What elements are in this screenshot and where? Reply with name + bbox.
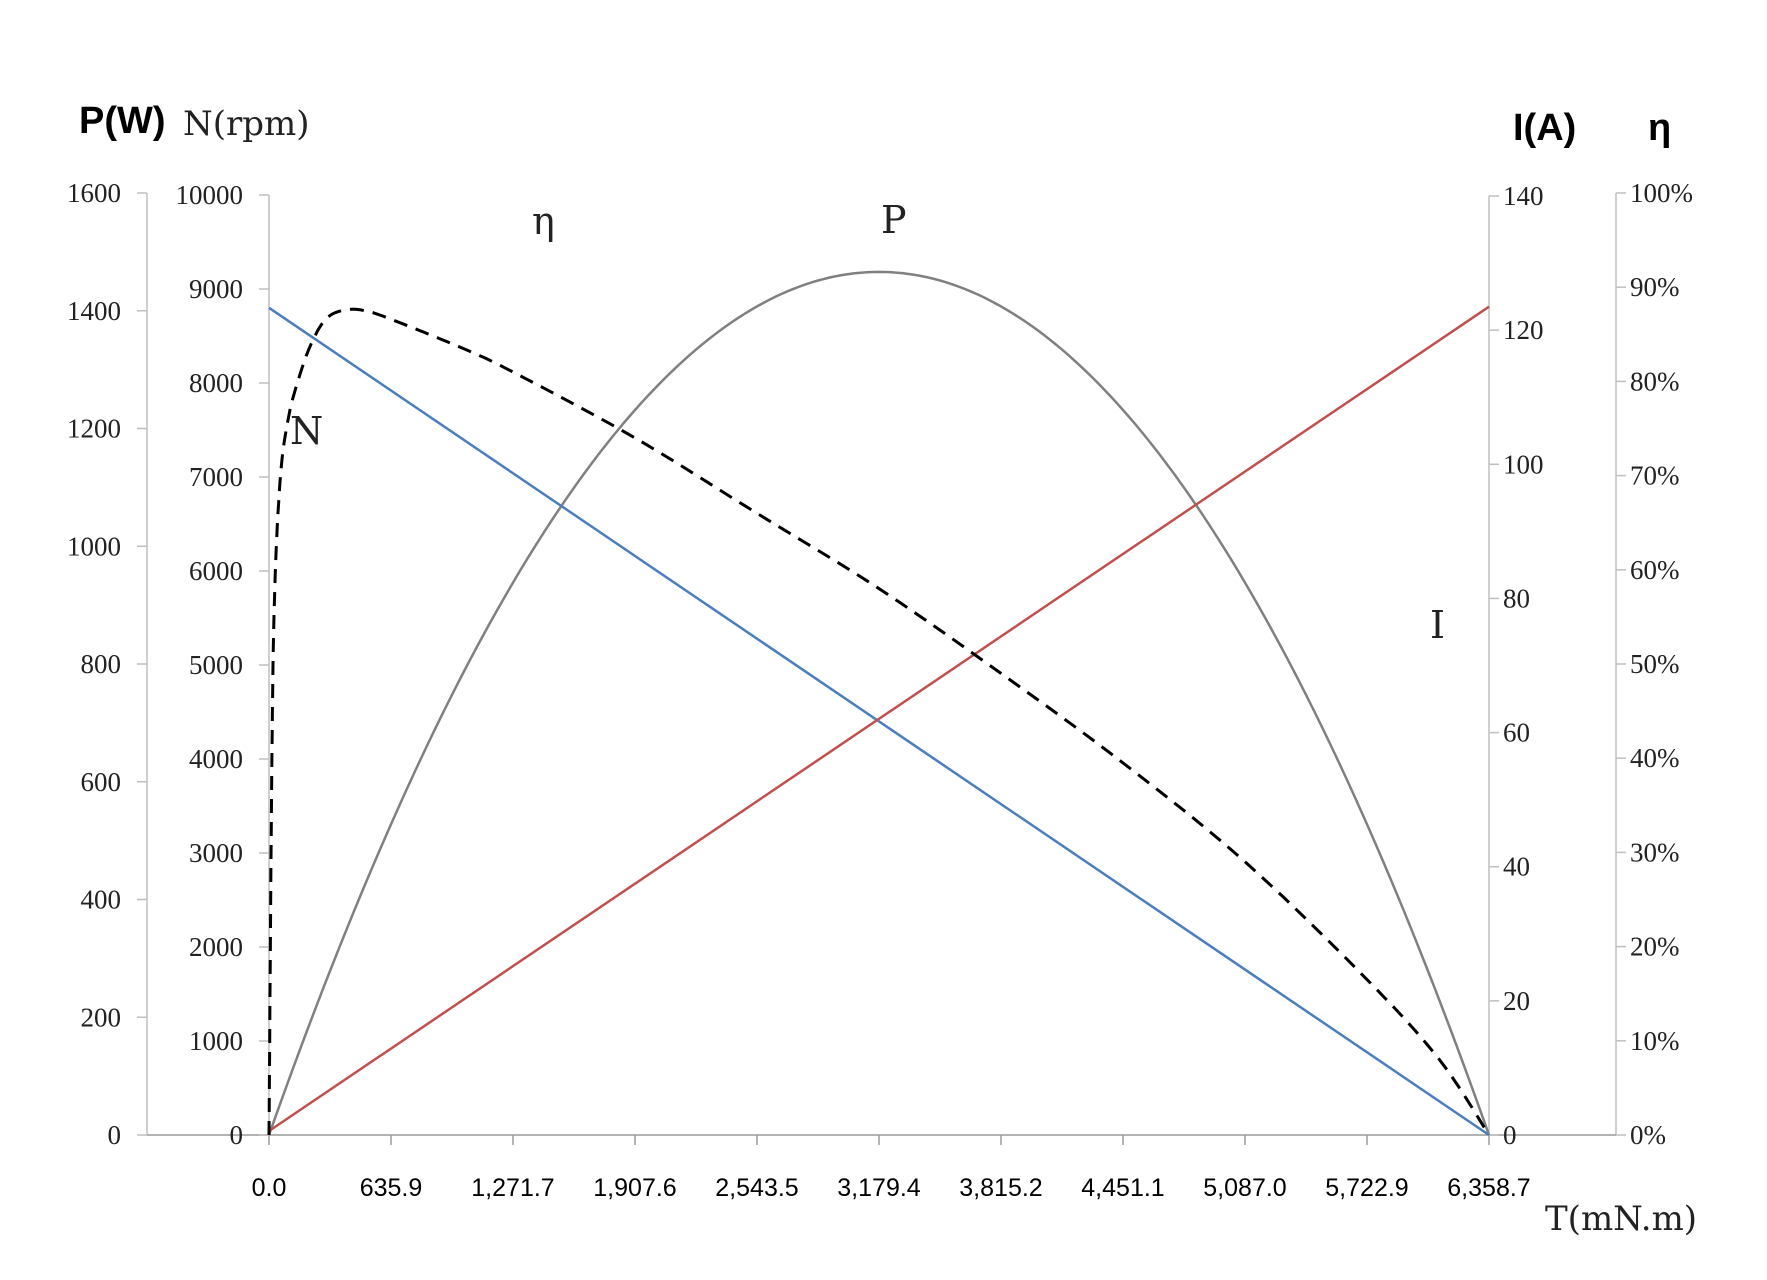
i-axis-tick-label: 120 — [1503, 315, 1544, 345]
series-line-eta — [267, 307, 1491, 1136]
i-axis-tick-label: 60 — [1503, 718, 1530, 748]
curve-label-p: P — [881, 198, 907, 242]
n-axis-tick-label: 2000 — [189, 932, 243, 962]
n-axis-tick-label: 7000 — [189, 462, 243, 492]
n-axis-tick-label: 8000 — [189, 368, 243, 398]
series-line-p — [267, 270, 1491, 1136]
i-axis-tick-label: 0 — [1503, 1120, 1517, 1150]
n-axis-tick-label: 4000 — [189, 744, 243, 774]
p-axis-tick-label: 1400 — [67, 296, 121, 326]
i-axis-tick-label: 100 — [1503, 449, 1544, 479]
eta-axis-tick-label: 40% — [1630, 743, 1680, 773]
x-tick-label: 2,543.5 — [715, 1174, 798, 1202]
ticks-layer: 0.0 635.9 1,271.7 1,907.6 2,543.5 3,179.4 3,81… — [67, 178, 1693, 1202]
i-axis-tick-label: 40 — [1503, 852, 1530, 882]
i-axis-tick-label: 80 — [1503, 583, 1530, 613]
curve-label-i: I — [1430, 603, 1445, 647]
p-axis-tick-label: 400 — [81, 885, 122, 915]
eta-axis-tick-label: 70% — [1630, 461, 1680, 491]
eta-axis-tick-label: 90% — [1630, 272, 1680, 302]
eta-axis-title: η — [1648, 107, 1671, 149]
x-tick-label: 4,451.1 — [1081, 1174, 1164, 1202]
x-tick-label: 3,815.2 — [959, 1174, 1042, 1202]
n-axis-tick-label: 1000 — [189, 1026, 243, 1056]
p-axis-tick-label: 800 — [81, 649, 122, 679]
eta-axis-tick-label: 0% — [1630, 1120, 1666, 1150]
n-axis-title: N(rpm) — [183, 104, 310, 144]
series-layer — [267, 270, 1491, 1137]
eta-axis-tick-label: 20% — [1630, 932, 1680, 962]
p-axis-tick-label: 1200 — [67, 414, 121, 444]
x-tick-label: 1,907.6 — [593, 1174, 676, 1202]
x-tick-label: 1,271.7 — [471, 1174, 554, 1202]
eta-axis-tick-label: 80% — [1630, 366, 1680, 396]
curve-label-n: N — [290, 409, 323, 453]
n-axis-tick-label: 6000 — [189, 556, 243, 586]
x-tick-label: 5,087.0 — [1203, 1174, 1286, 1202]
p-axis-tick-label: 1600 — [67, 178, 121, 208]
axis-lines — [146, 193, 1617, 1135]
x-axis-title: T(mN.m) — [1545, 1199, 1697, 1239]
p-axis-tick-label: 200 — [81, 1002, 122, 1032]
eta-axis-tick-label: 100% — [1630, 178, 1693, 208]
p-axis-tick-label: 0 — [108, 1120, 122, 1150]
p-axis-tick-label: 600 — [81, 767, 122, 797]
x-tick-label: 0.0 — [252, 1174, 287, 1202]
p-axis-tick-label: 1000 — [67, 531, 121, 561]
x-tick-label: 3,179.4 — [837, 1174, 921, 1202]
n-axis-tick-label: 0 — [230, 1120, 244, 1150]
eta-axis-tick-label: 50% — [1630, 649, 1680, 679]
n-axis-tick-label: 10000 — [176, 180, 244, 210]
x-tick-label: 6,358.7 — [1447, 1174, 1530, 1202]
x-tick-label: 5,722.9 — [1325, 1174, 1408, 1202]
series-line-i — [268, 305, 1490, 1133]
n-axis-tick-label: 5000 — [189, 650, 243, 680]
i-axis-title: I(A) — [1513, 107, 1576, 149]
eta-axis-tick-label: 10% — [1630, 1026, 1680, 1056]
x-tick-label: 635.9 — [360, 1174, 423, 1202]
p-axis-title: P(W) — [79, 100, 166, 142]
eta-axis-tick-label: 60% — [1630, 555, 1680, 585]
i-axis-tick-label: 140 — [1503, 181, 1544, 211]
n-axis-tick-label: 3000 — [189, 838, 243, 868]
i-axis-tick-label: 20 — [1503, 986, 1530, 1016]
eta-axis-tick-label: 30% — [1630, 837, 1680, 867]
series-line-n — [268, 306, 1490, 1137]
n-axis-tick-label: 9000 — [189, 274, 243, 304]
curve-label-eta: η — [532, 199, 555, 243]
